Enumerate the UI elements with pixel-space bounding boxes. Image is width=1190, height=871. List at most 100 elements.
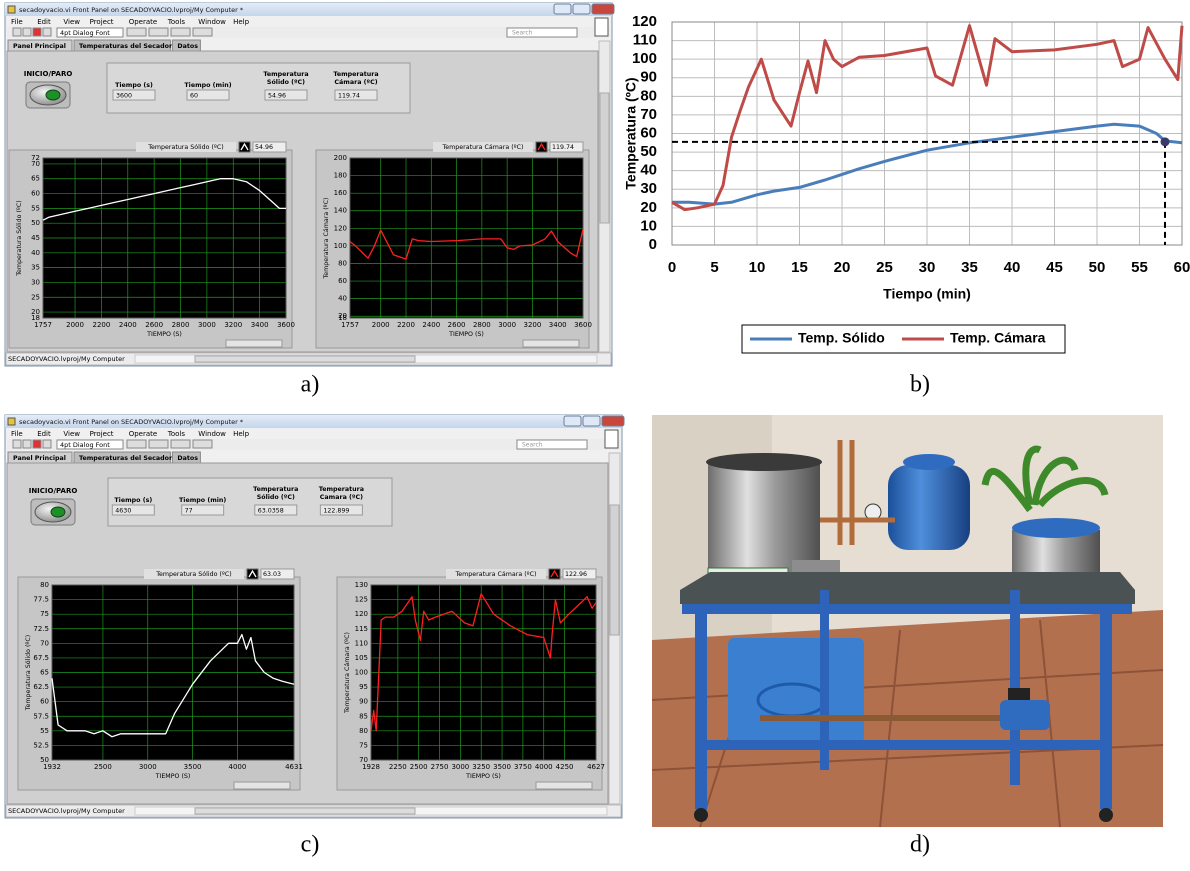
vi-icon <box>595 18 608 36</box>
indicator-value: 63.0358 <box>258 508 284 515</box>
y-tick-label: 160 <box>334 189 347 197</box>
x-tick-label: 40 <box>1004 259 1021 276</box>
menu-item[interactable]: Help <box>233 430 250 438</box>
graph-legend-label: Temperatura Cámara (ºC) <box>442 143 524 151</box>
x-tick-label: 1757 <box>34 321 52 329</box>
toolbar-button[interactable] <box>127 28 146 36</box>
graph-scroll[interactable] <box>226 340 282 347</box>
menu-item[interactable]: Tools <box>167 430 186 438</box>
x-tick-label: 2750 <box>431 763 449 771</box>
y-tick-label: 120 <box>334 224 347 232</box>
menu-item[interactable]: File <box>11 18 23 26</box>
caption: c) <box>301 832 320 858</box>
toolbar-button[interactable] <box>171 440 190 448</box>
toolbar-button[interactable] <box>23 28 31 36</box>
menu-item[interactable]: View <box>63 430 80 438</box>
y-tick-label: 20 <box>31 308 40 316</box>
photo-apron <box>682 604 1132 614</box>
y-tick-label: 55 <box>31 204 40 212</box>
indicator-label: Temperatura <box>263 71 308 78</box>
menu-item[interactable]: Window <box>198 18 226 26</box>
menu-item[interactable]: Project <box>90 18 114 26</box>
figure: a) b) c) d) 0102030405060708090100110120… <box>0 0 1190 871</box>
y-tick-label: 105 <box>355 654 368 662</box>
toolbar-button[interactable] <box>23 440 31 448</box>
toolbar-button[interactable] <box>149 28 168 36</box>
x-tick-label: 3250 <box>472 763 490 771</box>
menu-item[interactable]: View <box>63 18 80 26</box>
toolbar-button[interactable] <box>171 28 190 36</box>
y-tick-label: 65 <box>31 175 40 183</box>
indicator-label: Tiempo (min) <box>184 82 231 89</box>
y-tick-label: 115 <box>355 625 368 633</box>
indicator-value: 122.899 <box>323 508 349 515</box>
y-tick-label: 40 <box>31 249 40 257</box>
minimize-button[interactable] <box>554 4 571 14</box>
y-tick-label: 20 <box>640 199 657 216</box>
photo-blue-tank-top <box>903 454 955 470</box>
toolbar-button[interactable] <box>193 440 212 448</box>
x-tick-label: 2400 <box>422 321 440 329</box>
toolbar-button[interactable] <box>43 440 51 448</box>
indicator-value: 3600 <box>116 93 132 100</box>
toolbar-button[interactable] <box>193 28 212 36</box>
x-tick-label: 1932 <box>43 763 61 771</box>
app-icon <box>8 6 15 13</box>
maximize-button[interactable] <box>583 416 600 426</box>
y-axis-label: Temperatura Sólido (ºC) <box>15 200 23 277</box>
graph-scroll[interactable] <box>536 782 592 789</box>
tab-label: Panel Principal <box>13 43 66 50</box>
menu-item[interactable]: Operate <box>129 430 157 438</box>
font-name: 4pt Dialog Font <box>60 29 110 37</box>
y-tick-label: 80 <box>359 727 368 735</box>
y-axis-label: Temperatura Cámara (ºC) <box>343 632 351 714</box>
toolbar-button[interactable] <box>13 28 21 36</box>
h-scroll-thumb[interactable] <box>195 808 415 814</box>
x-tick-label: 2400 <box>119 321 137 329</box>
v-scroll-thumb[interactable] <box>610 505 619 635</box>
x-tick-label: 4631 <box>285 763 303 771</box>
toolbar-button[interactable] <box>43 28 51 36</box>
close-button[interactable] <box>602 416 624 426</box>
h-scroll-thumb[interactable] <box>195 356 415 362</box>
x-axis-label: TIEMPO (S) <box>448 331 484 338</box>
toolbar-button[interactable] <box>33 440 41 448</box>
indicator-label: Tiempo (s) <box>114 497 152 504</box>
menu-item[interactable]: Project <box>90 430 114 438</box>
toolbar-button[interactable] <box>13 440 21 448</box>
toolbar-button[interactable] <box>127 440 146 448</box>
x-tick-label: 2500 <box>410 763 428 771</box>
indicator-value: 77 <box>185 508 193 515</box>
menu-item[interactable]: Tools <box>167 18 186 26</box>
tab-label: Datos <box>177 455 198 462</box>
menu-item[interactable]: File <box>11 430 23 438</box>
toolbar-button[interactable] <box>149 440 168 448</box>
indicator-label: Sólido (ºC) <box>267 78 305 86</box>
close-button[interactable] <box>592 4 614 14</box>
v-scroll-thumb[interactable] <box>600 93 609 223</box>
maximize-button[interactable] <box>573 4 590 14</box>
graph-scroll[interactable] <box>523 340 579 347</box>
y-axis-label: Temperatura Sólido (ºC) <box>24 635 32 712</box>
app-icon <box>8 418 15 425</box>
x-tick-label: 25 <box>876 259 893 276</box>
toolbar-button[interactable] <box>33 28 41 36</box>
x-tick-label: 50 <box>1089 259 1106 276</box>
y-tick-label: 75 <box>359 741 368 749</box>
x-tick-label: 4250 <box>556 763 574 771</box>
x-tick-label: 3400 <box>549 321 567 329</box>
menu-item[interactable]: Edit <box>37 430 51 438</box>
x-tick-label: 3000 <box>198 321 216 329</box>
menu-item[interactable]: Window <box>198 430 226 438</box>
photo-pump-box <box>1008 688 1030 700</box>
graph-scroll[interactable] <box>234 782 290 789</box>
minimize-button[interactable] <box>564 416 581 426</box>
menu-item[interactable]: Help <box>233 18 250 26</box>
y-tick-label: 57.5 <box>33 712 49 720</box>
menu-item[interactable]: Edit <box>37 18 51 26</box>
menu-item[interactable]: Operate <box>129 18 157 26</box>
y-tick-label: 60 <box>640 124 657 141</box>
x-tick-label: 20 <box>834 259 851 276</box>
y-tick-label: 30 <box>640 180 657 197</box>
